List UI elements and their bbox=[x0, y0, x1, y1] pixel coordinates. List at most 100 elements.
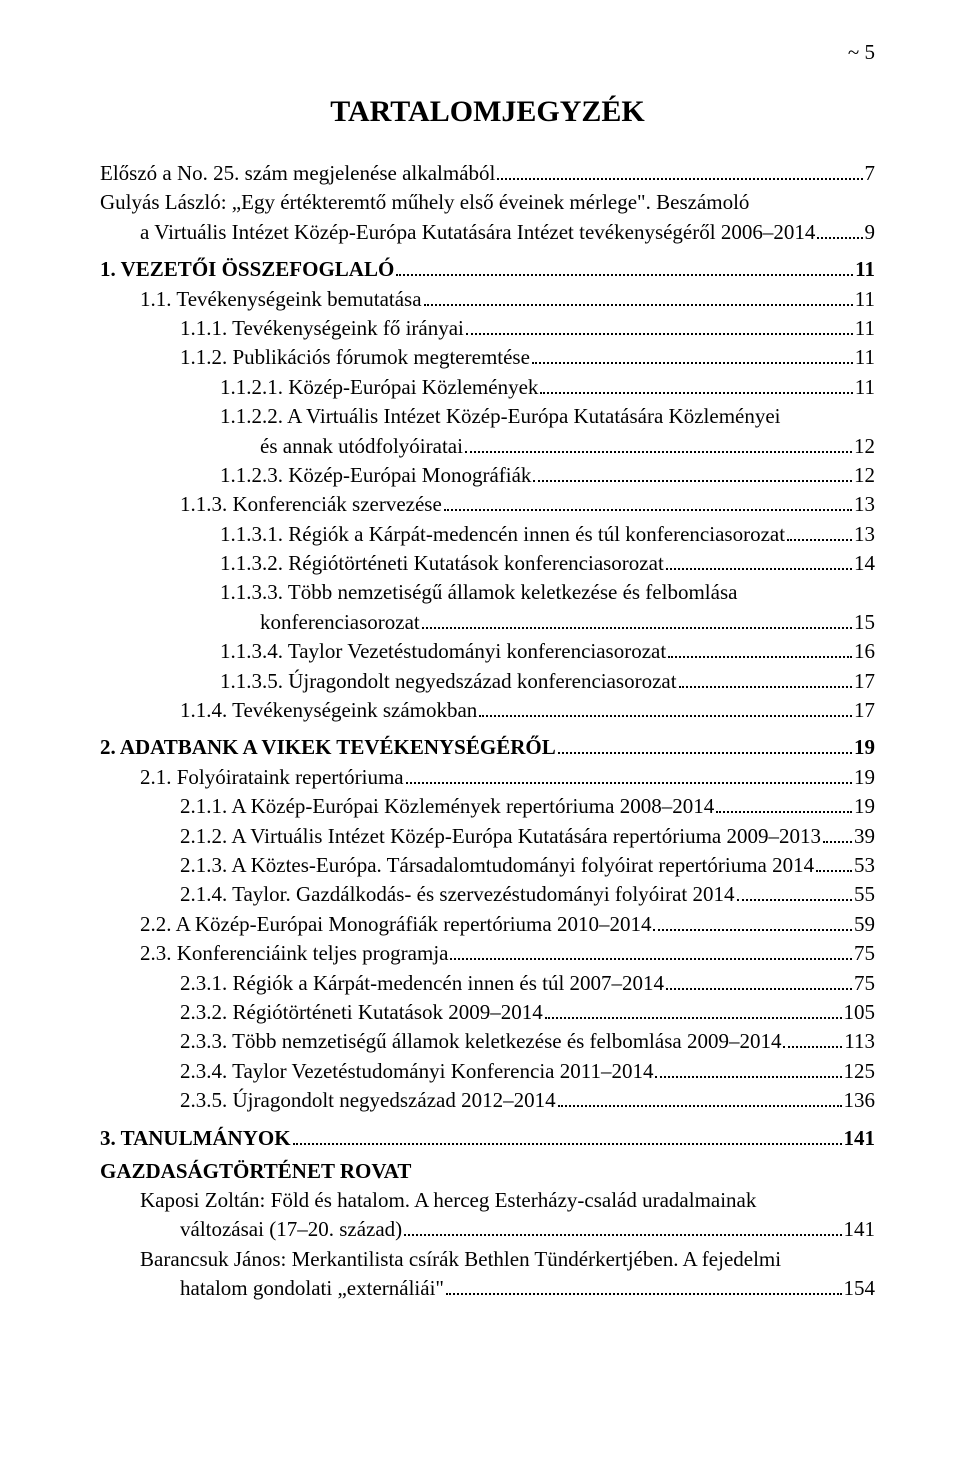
toc-leader-dots bbox=[532, 362, 853, 364]
toc-entry: 1.1.4. Tevékenységeink számokban 17 bbox=[100, 696, 875, 725]
toc-page-number: 141 bbox=[844, 1215, 876, 1244]
toc-entry: Előszó a No. 25. szám megjelenése alkalm… bbox=[100, 159, 875, 188]
spacer bbox=[100, 725, 875, 733]
toc-entry: 1.1.3.2. Régiótörténeti Kutatások konfer… bbox=[100, 549, 875, 578]
toc-entry: 1.1.2. Publikációs fórumok megteremtése1… bbox=[100, 343, 875, 372]
toc-page-number: 7 bbox=[865, 159, 876, 188]
toc-leader-dots bbox=[479, 715, 852, 717]
toc-leader-dots bbox=[293, 1143, 842, 1145]
toc-leader-dots bbox=[545, 1017, 842, 1019]
toc-label: 1.1.4. Tevékenységeink számokban bbox=[180, 696, 477, 725]
toc-label: 1.1.3.4. Taylor Vezetéstudományi konfere… bbox=[220, 637, 666, 666]
toc-page-number: 16 bbox=[854, 637, 875, 666]
toc-leader-dots bbox=[424, 304, 853, 306]
toc-label: a Virtuális Intézet Közép-Európa Kutatás… bbox=[140, 218, 815, 247]
toc-entry: Barancsuk János: Merkantilista csírák Be… bbox=[100, 1245, 875, 1274]
toc-leader-dots bbox=[816, 870, 852, 872]
toc-page-number: 15 bbox=[854, 608, 875, 637]
toc-page-number: 75 bbox=[854, 939, 875, 968]
toc-label: 2.3.4. Taylor Vezetéstudományi Konferenc… bbox=[180, 1057, 653, 1086]
toc-entry: 2.1.1. A Közép-Európai Közlemények reper… bbox=[100, 792, 875, 821]
toc-label: 2. ADATBANK A VIKEK TEVÉKENYSÉGÉRŐL bbox=[100, 733, 556, 762]
toc-entry: 1.1.1. Tevékenységeink fő irányai11 bbox=[100, 314, 875, 343]
toc-page-number: 154 bbox=[844, 1274, 876, 1303]
toc-label: 1.1.2.3. Közép-Európai Monográfiák bbox=[220, 461, 531, 490]
toc-entry: 3. TANULMÁNYOK 141 bbox=[100, 1124, 875, 1153]
toc-label: 3. TANULMÁNYOK bbox=[100, 1124, 291, 1153]
toc-leader-dots bbox=[787, 539, 852, 541]
toc-container: Előszó a No. 25. szám megjelenése alkalm… bbox=[100, 159, 875, 1303]
toc-entry: 2.1. Folyóirataink repertóriuma19 bbox=[100, 763, 875, 792]
toc-page-number: 75 bbox=[854, 969, 875, 998]
toc-entry: Kaposi Zoltán: Föld és hatalom. A herceg… bbox=[100, 1186, 875, 1215]
toc-label: 2.1.3. A Köztes-Európa. Társadalomtudomá… bbox=[180, 851, 814, 880]
toc-leader-dots bbox=[396, 274, 853, 276]
toc-leader-dots bbox=[783, 1046, 842, 1048]
toc-page-number: 17 bbox=[854, 696, 875, 725]
toc-leader-dots bbox=[450, 958, 852, 960]
toc-entry: 2.3.2. Régiótörténeti Kutatások 2009–201… bbox=[100, 998, 875, 1027]
toc-page-number: 13 bbox=[854, 520, 875, 549]
toc-leader-dots bbox=[422, 627, 852, 629]
toc-entry: hatalom gondolati „externáliái" 154 bbox=[100, 1274, 875, 1303]
toc-page-number: 12 bbox=[854, 461, 875, 490]
toc-entry: 1.1.2.2. A Virtuális Intézet Közép-Európ… bbox=[100, 402, 875, 431]
toc-page-number: 55 bbox=[854, 880, 875, 909]
toc-heading: GAZDASÁGTÖRTÉNET ROVAT bbox=[100, 1159, 875, 1184]
toc-label: Gulyás László: „Egy értékteremtő műhely … bbox=[100, 188, 749, 217]
toc-page-number: 19 bbox=[854, 792, 875, 821]
toc-page-number: 11 bbox=[855, 314, 875, 343]
toc-label: Kaposi Zoltán: Föld és hatalom. A herceg… bbox=[140, 1186, 756, 1215]
toc-entry: 1.1. Tevékenységeink bemutatása11 bbox=[100, 285, 875, 314]
toc-page-number: 105 bbox=[844, 998, 876, 1027]
toc-page-number: 59 bbox=[854, 910, 875, 939]
toc-page-number: 17 bbox=[854, 667, 875, 696]
toc-label: hatalom gondolati „externáliái" bbox=[180, 1274, 444, 1303]
toc-label: és annak utódfolyóiratai bbox=[260, 432, 463, 461]
page-number: ~ 5 bbox=[100, 40, 875, 65]
toc-leader-dots bbox=[817, 237, 862, 239]
toc-entry: 1.1.3.1. Régiók a Kárpát-medencén innen … bbox=[100, 520, 875, 549]
toc-entry: és annak utódfolyóiratai 12 bbox=[100, 432, 875, 461]
toc-entry: 2.3.4. Taylor Vezetéstudományi Konferenc… bbox=[100, 1057, 875, 1086]
toc-leader-dots bbox=[737, 899, 853, 901]
toc-page-number: 12 bbox=[854, 432, 875, 461]
toc-leader-dots bbox=[655, 1076, 841, 1078]
toc-label: 1.1.3.2. Régiótörténeti Kutatások konfer… bbox=[220, 549, 664, 578]
toc-page-number: 141 bbox=[844, 1124, 876, 1153]
toc-label: 1.1.2.2. A Virtuális Intézet Közép-Európ… bbox=[220, 402, 781, 431]
toc-entry: 2.3. Konferenciáink teljes programja 75 bbox=[100, 939, 875, 968]
toc-label: 2.1.4. Taylor. Gazdálkodás- és szervezés… bbox=[180, 880, 735, 909]
toc-leader-dots bbox=[497, 178, 862, 180]
toc-entry: konferenciasorozat15 bbox=[100, 608, 875, 637]
toc-page-number: 11 bbox=[855, 255, 875, 284]
spacer bbox=[100, 1116, 875, 1124]
toc-entry: 1.1.3.4. Taylor Vezetéstudományi konfere… bbox=[100, 637, 875, 666]
toc-label: 2.2. A Közép-Európai Monográfiák repertó… bbox=[140, 910, 651, 939]
toc-label: 2.1.1. A Közép-Európai Közlemények reper… bbox=[180, 792, 714, 821]
toc-leader-dots bbox=[679, 686, 852, 688]
toc-label: 2.3.3. Több nemzetiségű államok keletkez… bbox=[180, 1027, 781, 1056]
toc-page-number: 9 bbox=[865, 218, 876, 247]
toc-label: 2.3.1. Régiók a Kárpát-medencén innen és… bbox=[180, 969, 664, 998]
toc-label: 1.1.3. Konferenciák szervezése bbox=[180, 490, 442, 519]
toc-entry: 1. VEZETŐI ÖSSZEFOGLALÓ 11 bbox=[100, 255, 875, 284]
toc-label: 1.1. Tevékenységeink bemutatása bbox=[140, 285, 422, 314]
toc-label: Barancsuk János: Merkantilista csírák Be… bbox=[140, 1245, 781, 1274]
toc-entry: 2.1.2. A Virtuális Intézet Közép-Európa … bbox=[100, 822, 875, 851]
toc-page-number: 11 bbox=[855, 373, 875, 402]
toc-leader-dots bbox=[558, 752, 852, 754]
toc-entry: 1.1.3.3. Több nemzetiségű államok keletk… bbox=[100, 578, 875, 607]
toc-leader-dots bbox=[653, 929, 852, 931]
toc-label: 1. VEZETŐI ÖSSZEFOGLALÓ bbox=[100, 255, 394, 284]
toc-page-number: 19 bbox=[854, 763, 875, 792]
toc-leader-dots bbox=[540, 392, 852, 394]
toc-entry: 1.1.2.1. Közép-Európai Közlemények11 bbox=[100, 373, 875, 402]
toc-label: 1.1.3.3. Több nemzetiségű államok keletk… bbox=[220, 578, 737, 607]
toc-leader-dots bbox=[446, 1293, 842, 1295]
toc-page-number: 13 bbox=[854, 490, 875, 519]
toc-label: 2.3. Konferenciáink teljes programja bbox=[140, 939, 448, 968]
toc-page-number: 14 bbox=[854, 549, 875, 578]
toc-leader-dots bbox=[406, 782, 852, 784]
toc-entry: Gulyás László: „Egy értékteremtő műhely … bbox=[100, 188, 875, 217]
